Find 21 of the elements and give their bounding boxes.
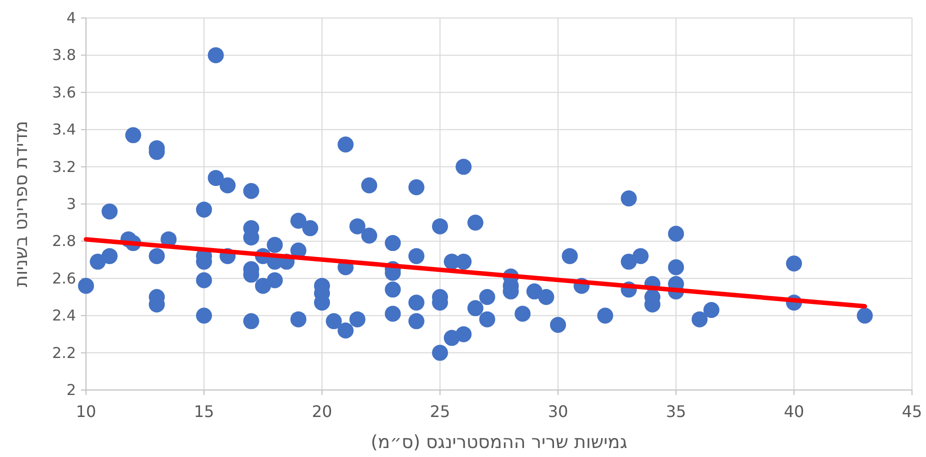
x-tick-label: 45 — [902, 402, 922, 421]
y-tick-label: 2.8 — [52, 232, 76, 250]
y-tick-label: 2.2 — [52, 344, 76, 362]
y-tick-label: 3.6 — [52, 83, 76, 102]
y-tick-label: 3.2 — [52, 158, 76, 176]
x-tick-label: 35 — [666, 402, 686, 421]
x-tick-label: 15 — [194, 402, 214, 421]
y-tick-label: 3 — [66, 195, 76, 213]
y-tick-label: 2.6 — [52, 269, 76, 288]
x-tick-label: 30 — [548, 402, 568, 421]
y-tick-label: 2 — [66, 381, 76, 399]
y-axis-title: מדידת ספרינט בשניות — [11, 120, 32, 288]
y-tick-label: 3.8 — [52, 46, 76, 64]
x-tick-label: 20 — [312, 402, 332, 421]
y-tick-label: 3.4 — [52, 120, 76, 139]
x-tick-label: 40 — [784, 402, 804, 421]
x-axis-title: גמישות שריר ההמסטרינגס (ס״מ) — [370, 432, 628, 453]
y-tick-label: 2.4 — [52, 306, 76, 325]
x-tick-label: 25 — [430, 402, 450, 421]
x-tick-label: 10 — [76, 402, 96, 421]
y-tick-label: 4 — [66, 9, 76, 27]
